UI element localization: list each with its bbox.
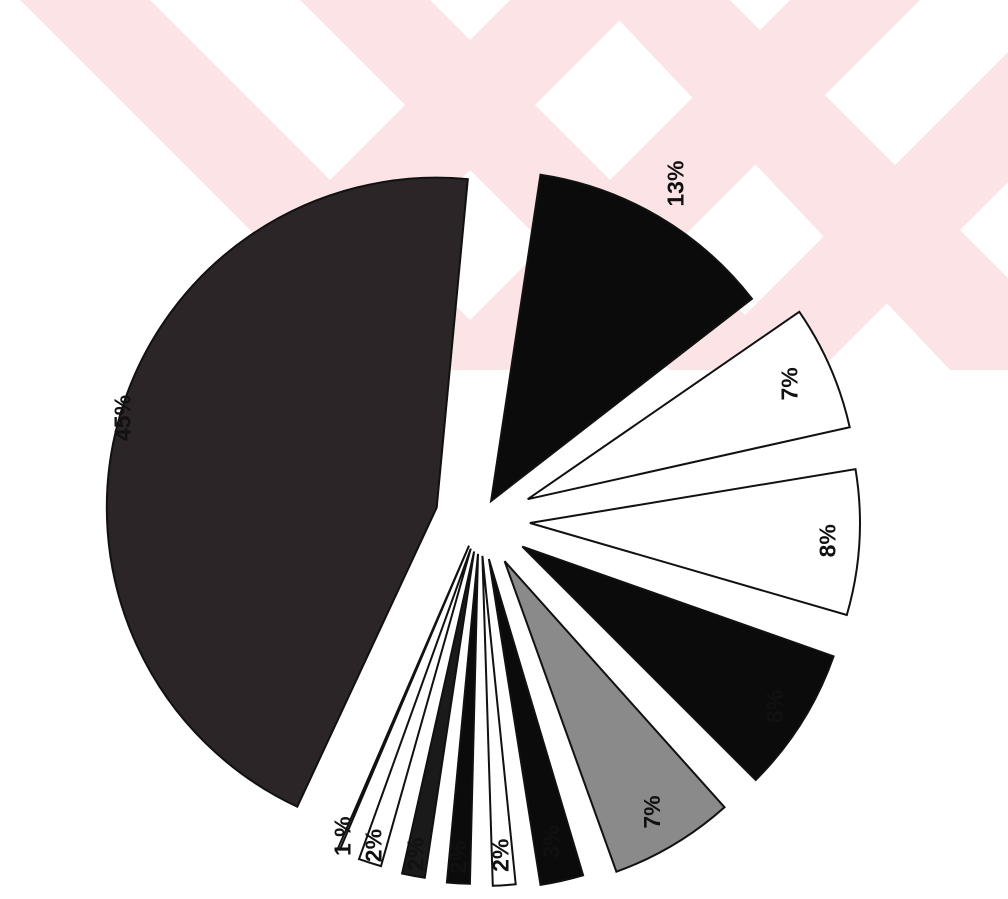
pie-slice: [527, 310, 851, 501]
pie-slice: [357, 548, 472, 868]
pie-slice: [529, 467, 861, 617]
pie-slice: [400, 551, 476, 879]
slice-percent-label: 1 %: [330, 816, 356, 856]
pie-slice: [489, 173, 754, 504]
pie-slice: [503, 560, 726, 873]
slice-percent-label: 8%: [814, 524, 840, 557]
pie-slice: [105, 176, 469, 809]
slice-percent-label: 45%: [109, 395, 135, 441]
pie-labels: 45%13%7%8%8%7%3%2%2%2%2%1 %: [109, 161, 840, 874]
slice-percent-label: 2%: [403, 838, 429, 871]
pie-slice: [336, 545, 470, 851]
pie-slice: [445, 553, 479, 885]
slice-percent-label: 2%: [445, 841, 471, 874]
slice-percent-label: 2%: [361, 829, 387, 862]
pie-slice: [487, 558, 585, 887]
pie-slices: [105, 173, 861, 887]
slice-percent-label: 3%: [538, 825, 564, 858]
slice-percent-label: 7%: [639, 795, 665, 828]
slice-percent-label: 7%: [777, 367, 803, 400]
pie-slice: [521, 545, 835, 782]
slice-percent-label: 2%: [487, 839, 513, 872]
slice-percent-label: 8%: [761, 690, 787, 723]
slice-percent-label: 13%: [662, 161, 688, 207]
pie-slice: [481, 555, 517, 887]
